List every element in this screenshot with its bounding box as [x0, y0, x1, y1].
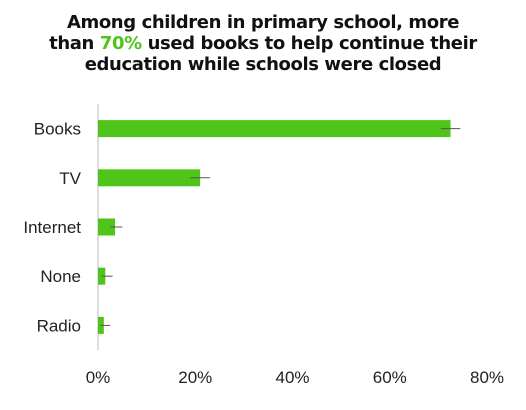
x-tick-label: 80%: [470, 368, 504, 387]
x-tick-label: 0%: [86, 368, 111, 387]
x-tick-label: 60%: [373, 368, 407, 387]
bar: [98, 218, 116, 236]
title-line-3: education while schools were closed: [84, 54, 442, 75]
category-label: None: [40, 267, 81, 286]
bar: [98, 169, 201, 187]
title-line-2-end: used books to help continue their: [141, 33, 478, 54]
title-line-2-start: than: [49, 33, 100, 54]
x-tick-label: 40%: [275, 368, 309, 387]
chart-title: Among children in primary school, more t…: [0, 12, 526, 75]
category-label: Radio: [37, 316, 81, 335]
title-line-1: Among children in primary school, more: [66, 12, 460, 33]
category-label: Internet: [23, 218, 81, 237]
title-line-2: than 70% used books to help continue the…: [0, 33, 526, 54]
x-tick-label: 20%: [178, 368, 212, 387]
title-highlight-value: 70%: [99, 33, 142, 54]
category-label: TV: [59, 169, 81, 188]
category-label: Books: [34, 120, 81, 139]
bar: [98, 120, 451, 138]
bar: [98, 267, 106, 285]
